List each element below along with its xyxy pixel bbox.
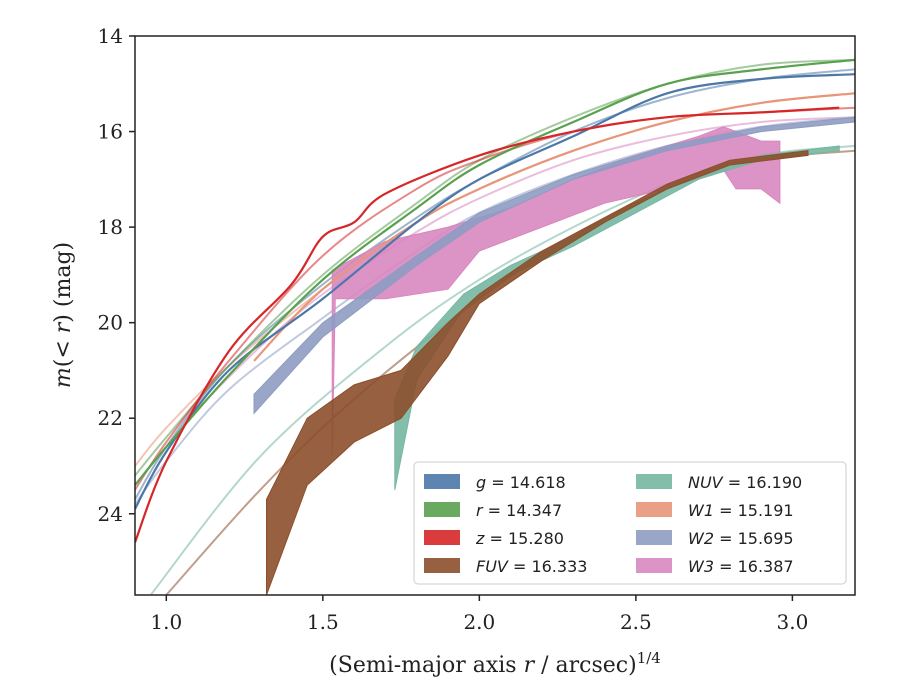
legend-label-w3: W3 = 16.387	[688, 557, 794, 576]
curve-of-growth-r	[135, 58, 855, 486]
model-curve-r	[135, 58, 855, 477]
y-tick-label: 24	[98, 502, 123, 526]
legend-label-w1: W1 = 15.191	[688, 501, 794, 520]
y-tick-label: 16	[98, 120, 123, 144]
y-tick-label: 20	[98, 311, 123, 335]
legend-swatch-g	[424, 474, 460, 489]
y-axis-label: m(< r) (mag)	[51, 242, 76, 388]
y-tick-label: 18	[98, 215, 123, 239]
band-w2	[253, 116, 855, 415]
curve-of-growth-z	[135, 106, 840, 543]
x-axis-label: (Semi-major axis r / arcsec)1/4	[329, 649, 661, 678]
legend: g = 14.618 r = 14.347 z = 15.280 FUV = 16.3…	[413, 461, 847, 585]
legend-label-fuv: FUV = 16.333	[476, 557, 587, 576]
legend-box	[413, 461, 847, 585]
y-tick-label: 22	[98, 406, 123, 430]
legend-label-g: g = 14.618	[476, 473, 566, 492]
x-tick-label: 2.0	[463, 610, 495, 634]
legend-entries: g = 14.618 r = 14.347 z = 15.280 FUV = 16.3…	[424, 473, 802, 576]
band-fuv	[266, 150, 809, 595]
legend-swatch-w3	[636, 558, 672, 573]
curve-of-growth-g	[135, 73, 855, 510]
x-tick-label: 1.0	[150, 610, 182, 634]
y-tick-label: 14	[98, 24, 123, 48]
plot-frame	[134, 35, 856, 596]
x-tick-label: 1.5	[307, 610, 339, 634]
x-tick-label: 2.5	[620, 610, 652, 634]
plot-data-layer	[135, 58, 855, 595]
legend-label-r: r = 14.347	[476, 501, 562, 520]
curve-of-growth-w1	[253, 92, 855, 362]
legend-label-w2: W2 = 15.695	[688, 529, 794, 548]
legend-swatch-z	[424, 530, 460, 545]
legend-swatch-nuv	[636, 474, 672, 489]
legend-swatch-w2	[636, 530, 672, 545]
legend-swatch-r	[424, 502, 460, 517]
legend-label-z: z = 15.280	[475, 529, 564, 548]
legend-swatch-fuv	[424, 558, 460, 573]
axis-ticks: 1.0 1.5 2.0 2.5 3.0 14 16 18 20 22 24	[98, 24, 809, 634]
legend-swatch-w1	[636, 502, 672, 517]
x-tick-label: 3.0	[776, 610, 808, 634]
legend-label-nuv: NUV = 16.190	[688, 473, 802, 492]
